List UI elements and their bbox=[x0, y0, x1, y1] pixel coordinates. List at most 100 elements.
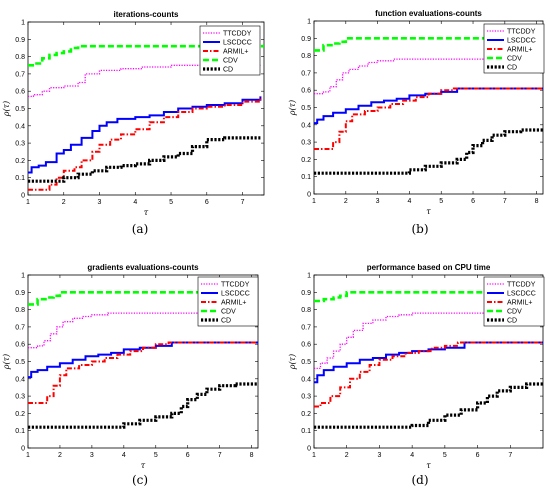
y-tick-label: 0.1 bbox=[15, 175, 25, 182]
y-tick-label: 0.2 bbox=[15, 411, 25, 418]
legend-label: CDV bbox=[507, 309, 522, 316]
y-tick-label: 0.4 bbox=[15, 123, 25, 130]
legend-label: CDV bbox=[223, 58, 238, 65]
series-line-lscdcc bbox=[314, 87, 543, 125]
y-tick-label: 0.7 bbox=[301, 324, 311, 331]
y-tick-label: 0.6 bbox=[15, 342, 25, 349]
y-tick-label: 1 bbox=[307, 273, 311, 280]
chart-title: gradients evaluations-counts bbox=[87, 263, 199, 272]
y-tick-label: 0.1 bbox=[301, 174, 311, 181]
legend-label: TTCDDY bbox=[507, 29, 536, 36]
y-tick-label: 0.8 bbox=[301, 307, 311, 314]
x-tick-label: 1 bbox=[26, 452, 30, 459]
series-line-armil bbox=[28, 341, 258, 404]
x-tick-label: 4 bbox=[410, 452, 414, 459]
x-axis-label: τ bbox=[144, 208, 149, 217]
y-axis-label: ρ(τ) bbox=[288, 100, 297, 116]
y-tick-label: 0.9 bbox=[301, 290, 311, 297]
legend-label: CDV bbox=[221, 309, 236, 316]
chart-panel-c: 0 0.1 0.2 0.3 0.4 0.5 0.6 0.7 0.8 0.9 1 1 2 3 4 5 6 7 8 gra… bbox=[2, 263, 259, 487]
legend-label: CD bbox=[507, 318, 517, 325]
legend-label: CDV bbox=[507, 56, 522, 63]
x-tick-label: 1 bbox=[26, 199, 30, 206]
series-line-armil bbox=[28, 96, 262, 191]
x-tick-label: 7 bbox=[508, 452, 512, 459]
y-tick-label: 0.5 bbox=[15, 106, 25, 113]
legend-label: CD bbox=[221, 318, 231, 325]
series-line-armil bbox=[314, 341, 543, 408]
legend-label: LSCDCC bbox=[507, 38, 536, 45]
y-tick-label: 0.8 bbox=[301, 53, 311, 60]
y-tick-label: 0.9 bbox=[15, 290, 25, 297]
series-line-cdv bbox=[314, 291, 543, 303]
legend-label: ARMIL+ bbox=[507, 300, 532, 307]
y-tick-label: 0.2 bbox=[301, 157, 311, 164]
series-line-cdv bbox=[314, 37, 543, 52]
x-tick-label: 5 bbox=[443, 452, 447, 459]
y-tick-label: 0.6 bbox=[301, 88, 311, 95]
y-tick-label: 0.2 bbox=[301, 411, 311, 418]
legend: TTCDDY LSCDCC ARMIL+ CDV CD bbox=[483, 23, 545, 74]
y-tick-label: 0.2 bbox=[15, 158, 25, 165]
x-tick-label: 3 bbox=[98, 199, 102, 206]
y-tick-label: 0.5 bbox=[15, 359, 25, 366]
x-tick-label: 3 bbox=[90, 452, 94, 459]
y-tick-label: 0 bbox=[307, 192, 311, 199]
x-tick-label: 8 bbox=[250, 452, 254, 459]
y-tick-label: 0.3 bbox=[301, 394, 311, 401]
series-line-ttcddy bbox=[28, 312, 258, 349]
legend: TTCDDY LSCDCC ARMIL+ CDV CD bbox=[197, 276, 259, 327]
y-tick-label: 0.3 bbox=[301, 140, 311, 147]
panel-caption: (d) bbox=[411, 473, 428, 487]
x-tick-label: 1 bbox=[312, 198, 316, 205]
y-axis-label: ρ(τ) bbox=[288, 354, 297, 370]
series-line-lscdcc bbox=[314, 341, 543, 384]
y-tick-label: 0.5 bbox=[301, 359, 311, 366]
y-tick-label: 0.4 bbox=[15, 376, 25, 383]
x-tick-label: 6 bbox=[476, 452, 480, 459]
legend-label: TTCDDY bbox=[507, 282, 536, 289]
y-tick-label: 0.6 bbox=[15, 89, 25, 96]
y-tick-label: 1 bbox=[21, 273, 25, 280]
y-tick-label: 0.4 bbox=[301, 122, 311, 129]
x-tick-label: 5 bbox=[154, 452, 158, 459]
x-axis-label: τ bbox=[426, 207, 431, 216]
y-tick-label: 1 bbox=[307, 19, 311, 26]
panel-caption: (a) bbox=[132, 222, 149, 236]
x-tick-label: 4 bbox=[133, 199, 137, 206]
y-tick-label: 0.1 bbox=[15, 428, 25, 435]
legend-label: ARMIL+ bbox=[223, 49, 248, 56]
x-tick-label: 5 bbox=[169, 199, 173, 206]
series-line-cd bbox=[28, 136, 261, 183]
x-tick-label: 4 bbox=[407, 198, 411, 205]
x-tick-label: 6 bbox=[186, 452, 190, 459]
legend-label: TTCDDY bbox=[223, 31, 252, 38]
chart-panel-b: 0 0.1 0.2 0.3 0.4 0.5 0.6 0.7 0.8 0.9 1 1 2 3 4 5 6 7 8 fun… bbox=[288, 9, 545, 236]
y-axis-label: ρ(τ) bbox=[2, 354, 11, 370]
x-tick-label: 6 bbox=[471, 198, 475, 205]
x-tick-label: 3 bbox=[376, 198, 380, 205]
y-tick-label: 0.8 bbox=[15, 54, 25, 61]
x-tick-label: 2 bbox=[58, 452, 62, 459]
legend: TTCDDY LSCDCC ARMIL+ CDV CD bbox=[199, 25, 261, 76]
legend: TTCDDY LSCDCC ARMIL+ CDV CD bbox=[483, 276, 545, 327]
y-tick-label: 0 bbox=[21, 446, 25, 453]
series-line-lscdcc bbox=[28, 96, 262, 174]
panel-caption: (c) bbox=[132, 473, 148, 487]
chart-title: performance based on CPU time bbox=[367, 263, 491, 272]
y-tick-label: 0.7 bbox=[15, 324, 25, 331]
x-tick-label: 8 bbox=[535, 198, 539, 205]
y-tick-label: 0.5 bbox=[301, 105, 311, 112]
series-line-cdv bbox=[28, 44, 264, 67]
y-tick-label: 0 bbox=[307, 446, 311, 453]
series-line-ttcddy bbox=[314, 58, 543, 95]
x-axis-label: τ bbox=[426, 461, 431, 470]
y-tick-label: 0.9 bbox=[301, 36, 311, 43]
series-line-cd bbox=[314, 382, 543, 429]
series-line-ttcddy bbox=[28, 64, 261, 98]
legend-label: LSCDCC bbox=[223, 40, 252, 47]
series-line-cd bbox=[314, 128, 543, 175]
legend-label: ARMIL+ bbox=[221, 300, 246, 307]
legend-label: LSCDCC bbox=[507, 291, 536, 298]
